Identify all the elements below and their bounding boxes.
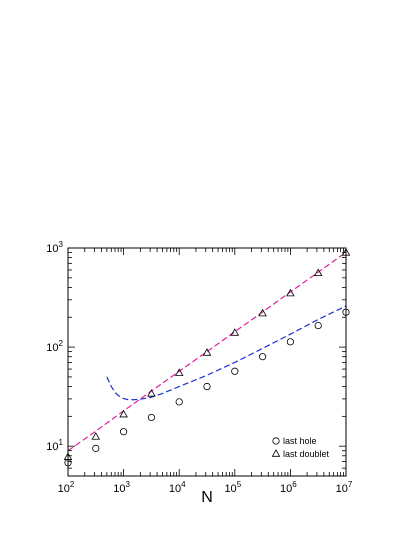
x-tick-label: 107 bbox=[336, 480, 353, 495]
point-last-doublet bbox=[286, 288, 295, 297]
legend-label-last-doublet: last doublet bbox=[283, 449, 330, 459]
x-tick-label: 106 bbox=[280, 480, 297, 495]
point-last-hole bbox=[147, 413, 155, 422]
x-tick-label: 105 bbox=[224, 480, 241, 495]
x-axis-label: N bbox=[201, 489, 213, 506]
point-last-doublet bbox=[313, 268, 323, 277]
y-tick-label: 101 bbox=[46, 438, 63, 453]
legend-label-last-hole: last hole bbox=[283, 436, 317, 446]
legend-circle-marker bbox=[272, 437, 280, 445]
fit-curve-1 bbox=[67, 251, 347, 452]
point-last-hole bbox=[203, 382, 211, 391]
tick-labels: 102 103 104 105 106 107 101 102 103 bbox=[46, 240, 353, 495]
fit-curve-2 bbox=[106, 305, 347, 401]
point-last-hole bbox=[231, 367, 239, 375]
x-tick-label: 104 bbox=[169, 480, 186, 495]
point-last-doublet bbox=[147, 389, 156, 397]
point-last-doublet bbox=[91, 432, 101, 440]
point-last-hole bbox=[120, 428, 128, 436]
plot-frame bbox=[67, 247, 347, 477]
x-tick-label: 103 bbox=[113, 480, 130, 495]
x-tick-label: 102 bbox=[58, 480, 75, 495]
y-tick-label: 102 bbox=[46, 339, 63, 354]
legend-triangle-marker bbox=[271, 449, 281, 457]
point-last-doublet bbox=[174, 368, 184, 376]
point-last-hole bbox=[314, 321, 322, 330]
fit-curves bbox=[67, 251, 347, 452]
point-last-hole bbox=[258, 353, 267, 361]
y-tick-label: 103 bbox=[46, 240, 63, 255]
point-last-doublet bbox=[230, 328, 240, 336]
point-last-doublet bbox=[202, 348, 212, 356]
axis-ticks bbox=[67, 247, 347, 477]
legend: last hole last doublet bbox=[271, 436, 330, 459]
point-last-hole bbox=[175, 398, 183, 406]
data-points bbox=[63, 248, 351, 467]
point-last-doublet bbox=[119, 409, 128, 418]
point-last-hole bbox=[92, 444, 100, 452]
point-last-doublet bbox=[258, 308, 267, 317]
point-last-hole bbox=[286, 338, 294, 346]
